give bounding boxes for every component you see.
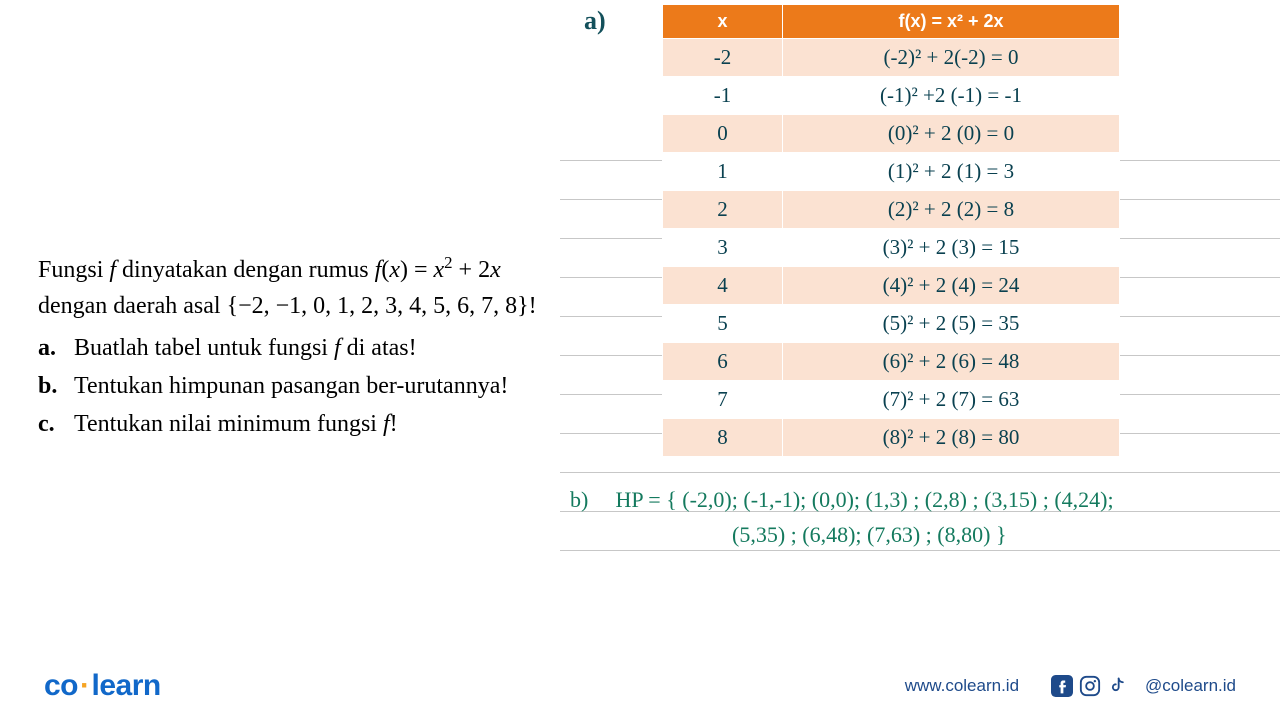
question-text: Buatlah tabel untuk fungsi f di atas!: [74, 330, 540, 366]
instagram-icon[interactable]: [1079, 675, 1101, 697]
question-label: a.: [38, 330, 74, 366]
cell-x: 4: [663, 267, 783, 305]
question-label: b.: [38, 368, 74, 404]
cell-x: 7: [663, 381, 783, 419]
table-row: 5(5)² + 2 (5) = 35: [663, 305, 1120, 343]
cell-fx: (3)² + 2 (3) = 15: [783, 229, 1120, 267]
cell-x: 8: [663, 419, 783, 457]
table-row: 2(2)² + 2 (2) = 8: [663, 191, 1120, 229]
cell-fx: (-2)² + 2(-2) = 0: [783, 39, 1120, 77]
col-x-header: x: [663, 5, 783, 39]
problem-intro: Fungsi f dinyatakan dengan rumus f(x) = …: [38, 250, 540, 324]
cell-fx: (6)² + 2 (6) = 48: [783, 343, 1120, 381]
marker-b: b): [570, 482, 610, 517]
question-text: Tentukan nilai minimum fungsi f!: [74, 406, 540, 442]
question-text: Tentukan himpunan pasangan ber-urutannya…: [74, 368, 540, 404]
question-row: c.Tentukan nilai minimum fungsi f!: [38, 406, 540, 442]
website-link[interactable]: www.colearn.id: [905, 676, 1019, 696]
cell-fx: (8)² + 2 (8) = 80: [783, 419, 1120, 457]
footer: co·learn www.colearn.id @colearn.id: [0, 652, 1280, 720]
logo: co·learn: [44, 669, 161, 703]
cell-fx: (1)² + 2 (1) = 3: [783, 153, 1120, 191]
table-row: 7(7)² + 2 (7) = 63: [663, 381, 1120, 419]
cell-x: -2: [663, 39, 783, 77]
function-table: x f(x) = x² + 2x -2(-2)² + 2(-2) = 0-1(-…: [662, 4, 1120, 457]
cell-x: -1: [663, 77, 783, 115]
question-row: b.Tentukan himpunan pasangan ber-urutann…: [38, 368, 540, 404]
cell-fx: (4)² + 2 (4) = 24: [783, 267, 1120, 305]
answer-b-line1: HP = { (-2,0); (-1,-1); (0,0); (1,3) ; (…: [616, 487, 1114, 512]
cell-x: 3: [663, 229, 783, 267]
table-row: -1(-1)² +2 (-1) = -1: [663, 77, 1120, 115]
table-row: 8(8)² + 2 (8) = 80: [663, 419, 1120, 457]
col-fx-header: f(x) = x² + 2x: [783, 5, 1120, 39]
cell-fx: (0)² + 2 (0) = 0: [783, 115, 1120, 153]
question-label: c.: [38, 406, 74, 442]
footer-right: www.colearn.id @colearn.id: [905, 675, 1236, 697]
cell-x: 5: [663, 305, 783, 343]
logo-dot: ·: [78, 669, 92, 702]
cell-fx: (2)² + 2 (2) = 8: [783, 191, 1120, 229]
answer-b: b) HP = { (-2,0); (-1,-1); (0,0); (1,3) …: [570, 482, 1270, 552]
cell-x: 0: [663, 115, 783, 153]
table-row: 3(3)² + 2 (3) = 15: [663, 229, 1120, 267]
cell-fx: (5)² + 2 (5) = 35: [783, 305, 1120, 343]
logo-co: co: [44, 669, 78, 702]
table-row: 0(0)² + 2 (0) = 0: [663, 115, 1120, 153]
facebook-icon[interactable]: [1051, 675, 1073, 697]
cell-fx: (-1)² +2 (-1) = -1: [783, 77, 1120, 115]
problem-text: Fungsi f dinyatakan dengan rumus f(x) = …: [0, 0, 560, 640]
logo-learn: learn: [92, 669, 161, 702]
question-row: a.Buatlah tabel untuk fungsi f di atas!: [38, 330, 540, 366]
cell-x: 2: [663, 191, 783, 229]
table-row: -2(-2)² + 2(-2) = 0: [663, 39, 1120, 77]
answer-b-line2: (5,35) ; (6,48); (7,63) ; (8,80) }: [732, 517, 1270, 552]
table-body: -2(-2)² + 2(-2) = 0-1(-1)² +2 (-1) = -10…: [663, 39, 1120, 457]
table-row: 4(4)² + 2 (4) = 24: [663, 267, 1120, 305]
table-row: 6(6)² + 2 (6) = 48: [663, 343, 1120, 381]
tiktok-icon[interactable]: [1107, 675, 1127, 697]
social-icons: [1051, 675, 1127, 697]
cell-x: 1: [663, 153, 783, 191]
marker-a: a): [584, 6, 606, 36]
solution-panel: a) x f(x) = x² + 2x -2(-2)² + 2(-2) = 0-…: [560, 0, 1280, 640]
cell-fx: (7)² + 2 (7) = 63: [783, 381, 1120, 419]
social-handle[interactable]: @colearn.id: [1145, 676, 1236, 696]
table-row: 1(1)² + 2 (1) = 3: [663, 153, 1120, 191]
questions-list: a.Buatlah tabel untuk fungsi f di atas!b…: [38, 330, 540, 442]
cell-x: 6: [663, 343, 783, 381]
